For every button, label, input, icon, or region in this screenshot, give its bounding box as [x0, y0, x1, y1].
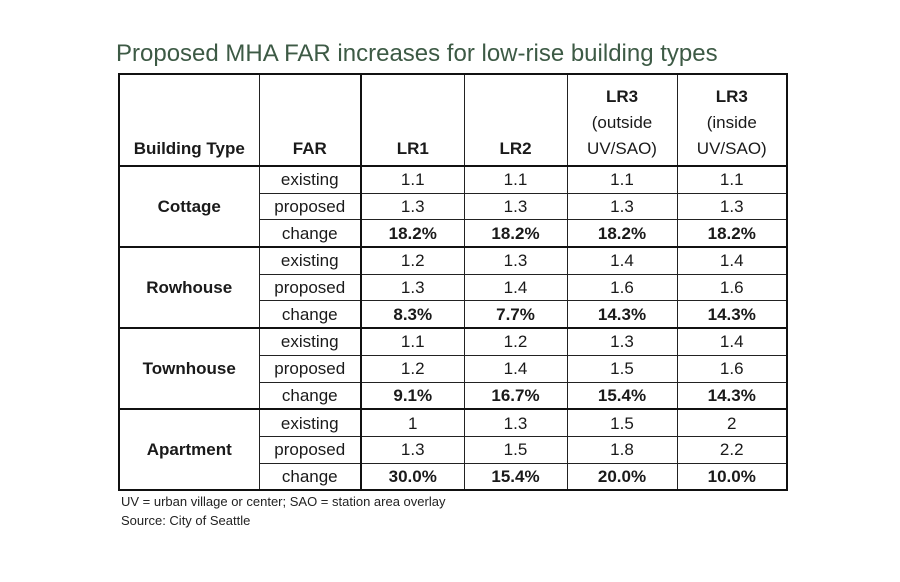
value-cell: 1.3 [676, 192, 788, 221]
far-table: Building Type FAR LR1 LR2 LR3 (outside UV/… [118, 73, 788, 492]
far-label-cell: proposed [258, 192, 362, 221]
value-cell: 10.0% [676, 462, 788, 492]
far-label-cell: proposed [258, 435, 362, 464]
far-label-cell: proposed [258, 354, 362, 383]
value-cell: 1.1 [360, 327, 465, 356]
header-sub: UV/SAO) [587, 139, 657, 158]
table-row: change 30.0% 15.4% 20.0% 10.0% [119, 462, 788, 492]
table-title: Proposed MHA FAR increases for low-rise … [116, 40, 718, 67]
value-cell: 14.3% [676, 300, 788, 330]
value-cell: 15.4% [566, 381, 678, 411]
far-label-cell: existing [258, 408, 362, 437]
table-row: proposed 1.2 1.4 1.5 1.6 [119, 354, 788, 383]
table-row: Townhouse existing 1.1 1.2 1.3 1.4 [118, 327, 788, 411]
value-cell: 1.5 [566, 354, 678, 383]
value-cell: 15.4% [463, 462, 568, 492]
value-cell: 1.2 [360, 354, 465, 383]
value-cell: 1.4 [676, 327, 788, 356]
value-cell: 14.3% [566, 300, 678, 330]
value-cell: 1.4 [463, 354, 568, 383]
table-row: change 18.2% 18.2% 18.2% 18.2% [119, 219, 788, 249]
table-row: Apartment existing 1 1.3 1.5 2 [118, 408, 788, 492]
value-cell: 18.2% [463, 219, 568, 249]
header-row: Building Type FAR LR1 LR2 LR3 (outside UV/… [118, 73, 788, 167]
value-cell: 16.7% [463, 381, 568, 411]
far-label-cell: change [258, 381, 362, 411]
table-row: change 9.1% 16.7% 15.4% 14.3% [119, 381, 788, 411]
value-cell: 1.3 [463, 408, 568, 437]
far-label-cell: change [258, 219, 362, 249]
far-label-cell: change [258, 462, 362, 492]
value-cell: 14.3% [676, 381, 788, 411]
value-cell: 1.3 [566, 327, 678, 356]
table-row: proposed 1.3 1.4 1.6 1.6 [119, 273, 788, 302]
value-cell: 1.1 [360, 165, 465, 194]
far-label-cell: existing [258, 246, 362, 275]
value-cell: 1.3 [566, 192, 678, 221]
value-cell: 18.2% [676, 219, 788, 249]
value-cell: 1.4 [566, 246, 678, 275]
value-cell: 1.1 [676, 165, 788, 194]
building-type-cell: Rowhouse [118, 246, 260, 330]
header-building-type: Building Type [118, 73, 260, 167]
value-cell: 2 [676, 408, 788, 437]
table-row: change 8.3% 7.7% 14.3% 14.3% [119, 300, 788, 330]
value-cell: 18.2% [566, 219, 678, 249]
value-cell: 20.0% [566, 462, 678, 492]
far-label-cell: existing [258, 327, 362, 356]
value-cell: 1.2 [360, 246, 465, 275]
header-sub: UV/SAO) [696, 139, 767, 158]
header-lr3-outside: LR3 (outside UV/SAO) [566, 73, 678, 167]
header-lr3-inside: LR3 (inside UV/SAO) [676, 73, 788, 167]
value-cell: 8.3% [360, 300, 465, 330]
far-label-cell: change [258, 300, 362, 330]
value-cell: 1.3 [360, 192, 465, 221]
value-cell: 1.3 [360, 435, 465, 464]
value-cell: 1.2 [463, 327, 568, 356]
value-cell: 1.1 [566, 165, 678, 194]
building-type-cell: Townhouse [118, 327, 260, 411]
far-label-cell: existing [258, 165, 362, 194]
value-cell: 30.0% [360, 462, 465, 492]
value-cell: 1.4 [463, 273, 568, 302]
header-lr1: LR1 [360, 73, 465, 167]
header-sub: (outside [591, 113, 653, 132]
value-cell: 1.8 [566, 435, 678, 464]
value-cell: 1.6 [676, 354, 788, 383]
far-label-cell: proposed [258, 273, 362, 302]
value-cell: 1.5 [566, 408, 678, 437]
building-type-cell: Cottage [118, 165, 260, 249]
header-far: FAR [258, 73, 362, 167]
value-cell: 1.6 [676, 273, 788, 302]
table-row: proposed 1.3 1.3 1.3 1.3 [119, 192, 788, 221]
value-cell: 1.5 [463, 435, 568, 464]
source-note: Source: City of Seattle [121, 513, 251, 528]
table-row: Cottage existing 1.1 1.1 1.1 1.1 [118, 165, 788, 249]
footnote: UV = urban village or center; SAO = stat… [121, 494, 446, 509]
value-cell: 1.1 [463, 165, 568, 194]
value-cell: 18.2% [360, 219, 465, 249]
table-row: Rowhouse existing 1.2 1.3 1.4 1.4 [118, 246, 788, 330]
value-cell: 1.3 [360, 273, 465, 302]
value-cell: 2.2 [676, 435, 788, 464]
value-cell: 1.4 [676, 246, 788, 275]
header-lr2: LR2 [463, 73, 568, 167]
value-cell: 1 [360, 408, 465, 437]
value-cell: 1.3 [463, 192, 568, 221]
building-type-cell: Apartment [118, 408, 260, 492]
value-cell: 1.3 [463, 246, 568, 275]
value-cell: 9.1% [360, 381, 465, 411]
value-cell: 1.6 [566, 273, 678, 302]
value-cell: 7.7% [463, 300, 568, 330]
header-sub: (inside [706, 113, 757, 132]
